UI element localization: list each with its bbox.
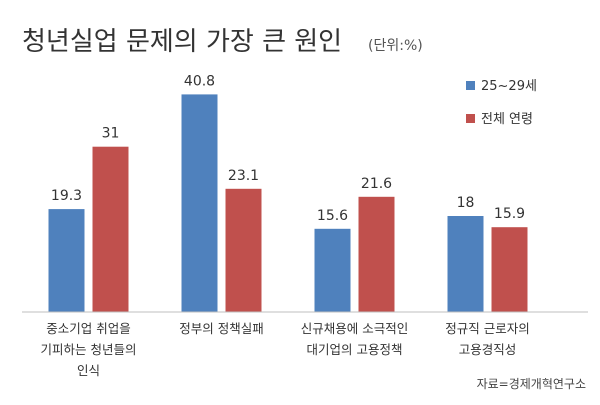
data-label: 40.8 xyxy=(184,73,215,89)
data-label: 15.9 xyxy=(494,206,525,222)
data-label: 15.6 xyxy=(317,208,348,224)
bar-all-ages-2 xyxy=(225,188,262,312)
x-tick-label: 정규직 근로자의 xyxy=(445,321,529,336)
legend-label: 전체 연령 xyxy=(481,112,533,127)
data-label: 31 xyxy=(102,126,120,142)
bars-group xyxy=(48,94,528,313)
bar-all-ages-3 xyxy=(358,196,395,312)
legend-swatch xyxy=(466,114,475,123)
data-label: 23.1 xyxy=(228,168,259,184)
x-tick-label: 고용경직성 xyxy=(459,342,517,357)
source-note: 자료=경제개혁연구소 xyxy=(477,377,586,391)
legend-swatch xyxy=(466,81,475,90)
chart-title: 청년실업 문제의 가장 큰 원인 xyxy=(22,27,342,57)
value-labels-group: 19.3 31 40.8 23.1 15.6 21.6 18 15.9 xyxy=(51,73,525,223)
chart-unit: (단위:%) xyxy=(368,38,423,54)
bar-all-ages-4 xyxy=(491,227,528,312)
bar-age-25-29-4 xyxy=(447,216,484,312)
bar-age-25-29-2 xyxy=(181,94,218,313)
bar-age-25-29-3 xyxy=(314,228,351,312)
data-label: 18 xyxy=(457,195,475,211)
x-tick-label: 인식 xyxy=(77,363,100,378)
x-tick-label: 기피하는 청년들의 xyxy=(41,342,137,357)
x-tick-label: 중소기업 취업을 xyxy=(46,321,130,336)
data-label: 19.3 xyxy=(51,188,82,204)
x-tick-label: 정부의 정책실패 xyxy=(179,321,263,336)
bar-age-25-29-1 xyxy=(48,209,85,312)
data-label: 21.6 xyxy=(361,176,392,192)
x-tick-label: 신규채용에 소극적인 xyxy=(301,321,408,336)
bar-all-ages-1 xyxy=(92,146,129,312)
legend-label: 25~29세 xyxy=(481,79,537,94)
x-tick-label: 대기업의 고용정책 xyxy=(307,342,403,357)
